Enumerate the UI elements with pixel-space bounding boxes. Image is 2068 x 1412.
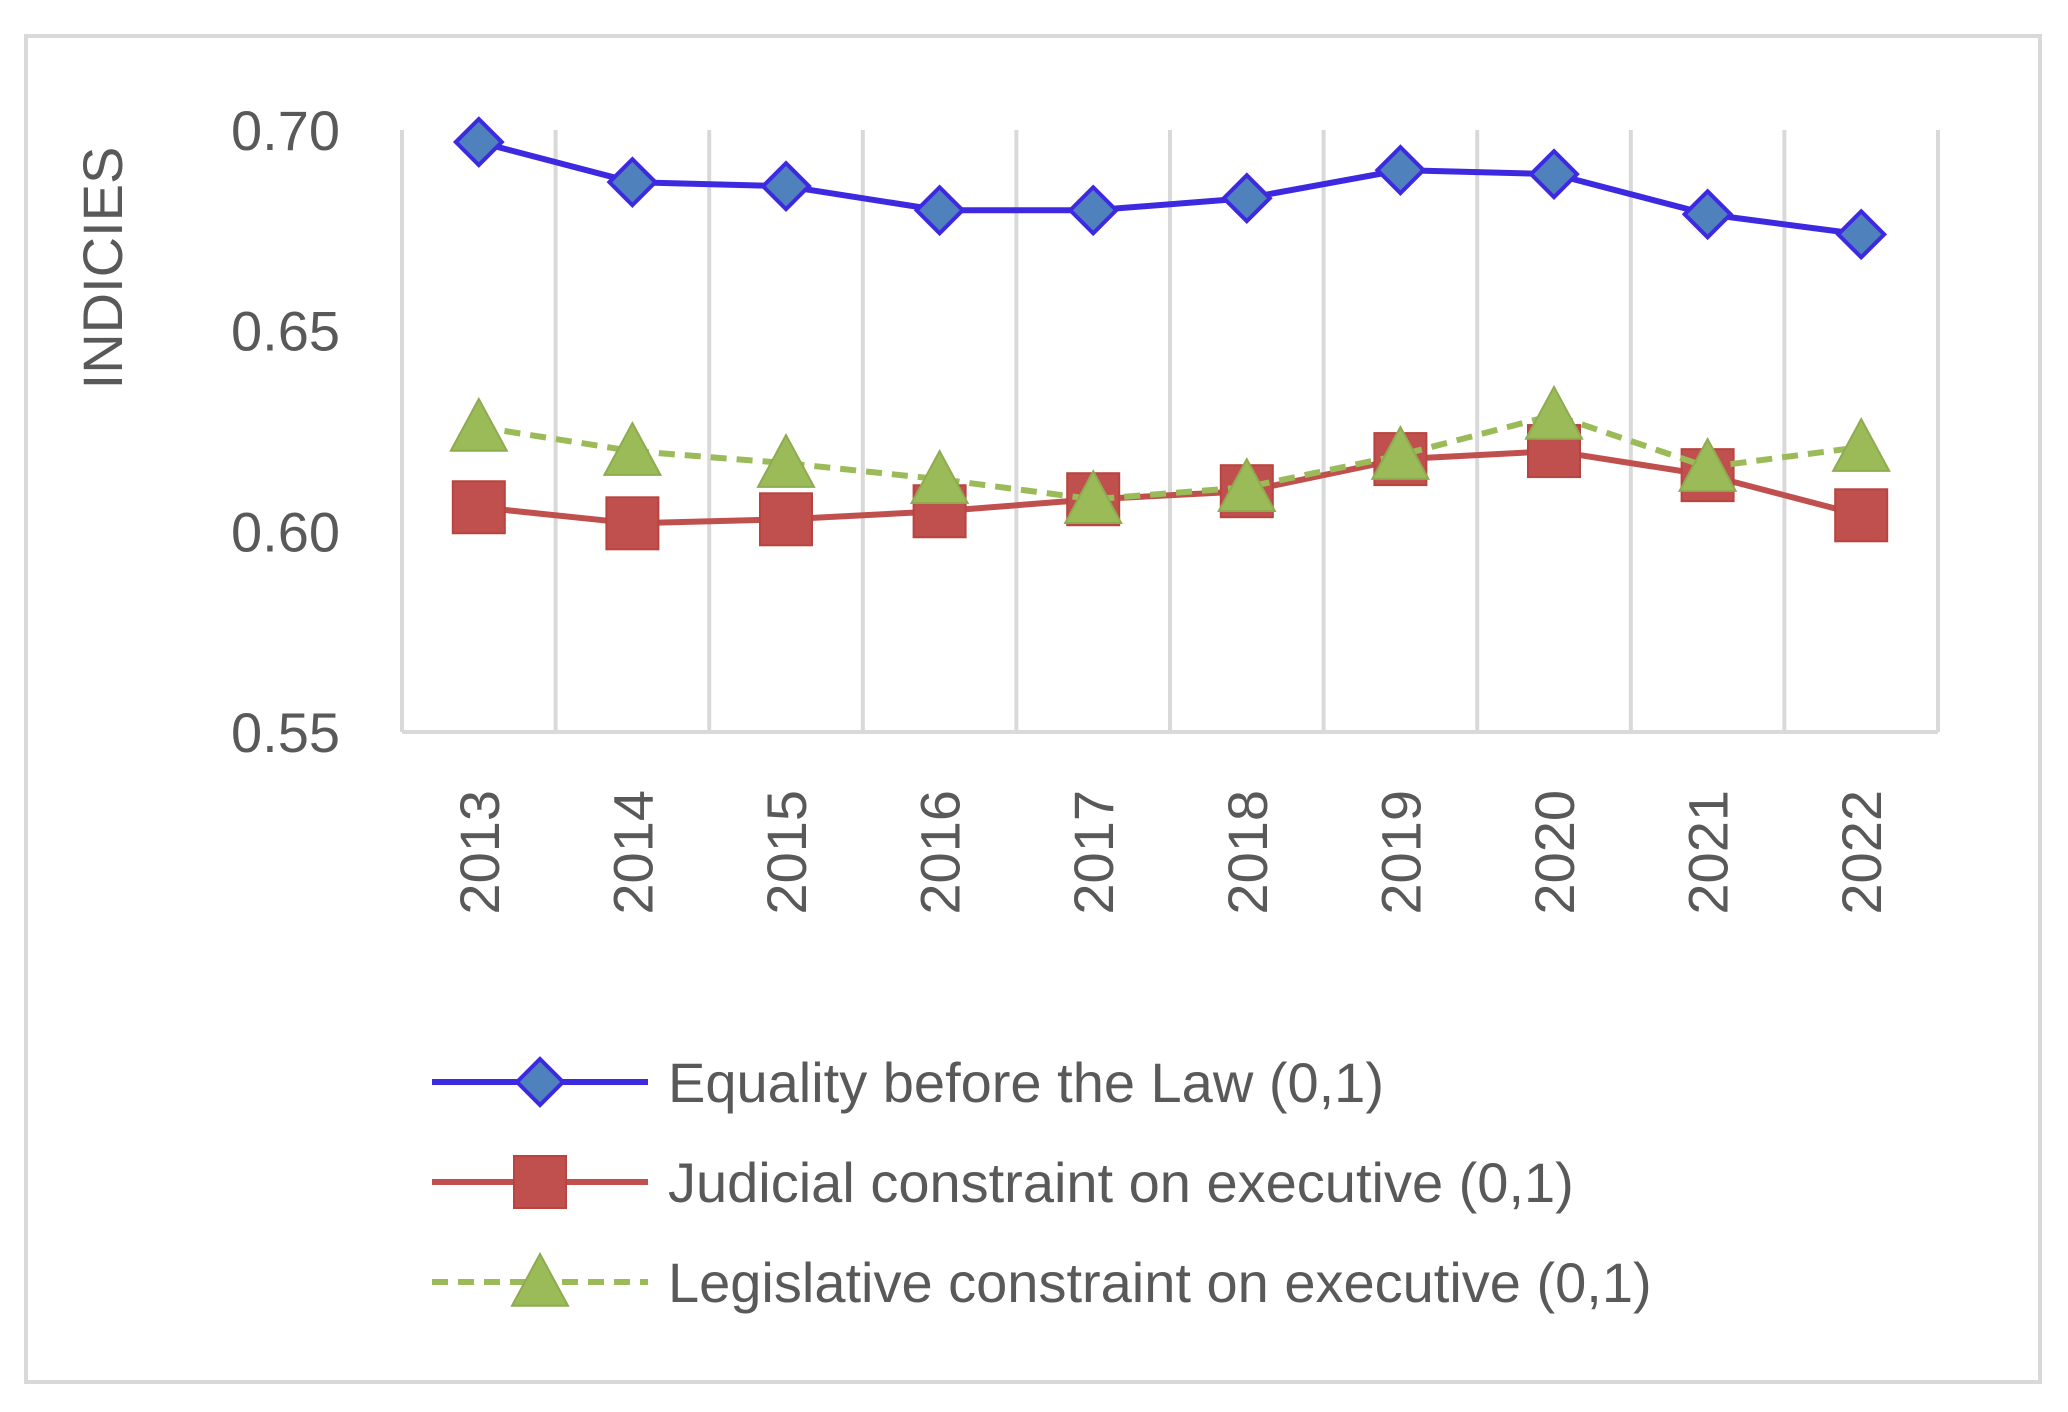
series-line <box>478 139 1862 238</box>
data-point-marker <box>913 184 966 237</box>
series-group <box>449 116 1891 551</box>
data-point-marker <box>1374 144 1427 196</box>
legend-label: Legislative constraint on executive (0,1… <box>668 1251 1652 1314</box>
chart-frame <box>24 34 2042 1384</box>
data-point-marker <box>1220 172 1273 225</box>
series-1 <box>452 116 1888 261</box>
data-point-marker <box>1834 488 1889 543</box>
y-tick-label: 0.70 <box>231 99 340 162</box>
x-tick-label: 2021 <box>1677 790 1740 915</box>
y-tick-labels: 0.70 0.65 0.60 0.55 <box>231 99 340 764</box>
data-point-marker <box>1067 184 1120 237</box>
data-point-marker <box>1677 437 1738 492</box>
y-tick-label: 0.65 <box>231 300 340 363</box>
y-axis-label: INDICIES <box>71 147 134 390</box>
x-tick-label: 2013 <box>448 790 511 915</box>
data-point-marker <box>451 480 506 535</box>
y-tick-label: 0.55 <box>231 701 340 764</box>
legend-item: Equality before the Law (0,1) <box>432 1051 1384 1114</box>
data-point-marker <box>1835 208 1888 261</box>
x-tick-label: 2015 <box>755 790 818 915</box>
data-point-marker <box>452 116 505 168</box>
data-point-marker <box>606 156 659 209</box>
legend-marker <box>514 1056 566 1108</box>
legend-marker <box>513 1155 567 1209</box>
x-tick-label: 2022 <box>1830 790 1893 915</box>
y-tick-label: 0.60 <box>231 500 340 563</box>
x-tick-label: 2016 <box>909 790 972 915</box>
axes <box>400 130 1938 734</box>
data-point-marker <box>1681 188 1734 241</box>
data-point-marker <box>1370 424 1431 480</box>
data-point-marker <box>1063 469 1123 525</box>
x-tick-label: 2019 <box>1369 790 1432 915</box>
legend-marker <box>510 1251 570 1307</box>
x-tick-label: 2014 <box>601 790 664 915</box>
x-tick-label: 2017 <box>1062 790 1125 915</box>
data-point-marker <box>1524 384 1584 440</box>
legend-label: Judicial constraint on executive (0,1) <box>668 1151 1574 1214</box>
data-point-marker <box>605 496 660 551</box>
x-tick-labels: 2013 2014 2015 2016 2017 2018 2019 2020 2021 2022 <box>448 790 1893 915</box>
data-point-marker <box>1528 148 1580 200</box>
data-point-marker <box>449 396 509 452</box>
gridlines <box>553 130 1940 732</box>
legend: Equality before the Law (0,1) Judicial co… <box>432 1051 1652 1314</box>
data-point-marker <box>602 420 663 476</box>
data-point-marker <box>1217 457 1277 512</box>
data-point-marker <box>760 160 812 213</box>
series-line <box>478 448 1862 527</box>
data-point-marker <box>909 449 970 504</box>
x-tick-label: 2020 <box>1523 790 1586 915</box>
data-point-marker <box>1831 416 1891 472</box>
data-point-marker <box>756 433 816 488</box>
legend-label: Equality before the Law (0,1) <box>668 1051 1384 1114</box>
legend-item: Legislative constraint on executive (0,1… <box>432 1251 1652 1314</box>
series-3 <box>449 384 1891 525</box>
data-point-marker <box>759 492 813 547</box>
legend-item: Judicial constraint on executive (0,1) <box>432 1151 1574 1214</box>
x-tick-label: 2018 <box>1216 790 1279 915</box>
